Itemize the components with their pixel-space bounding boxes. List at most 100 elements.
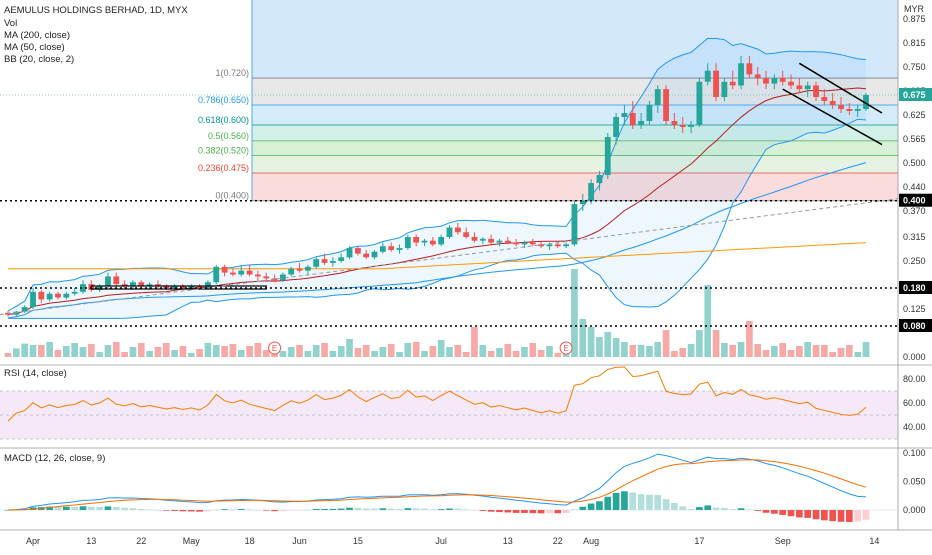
macd-histogram-bar	[362, 508, 370, 510]
price-tick: 0.370	[903, 206, 926, 216]
ma200-line	[8, 242, 867, 270]
time-tick: 17	[694, 536, 704, 546]
volume-bar	[629, 345, 637, 357]
macd-histogram-bar	[537, 510, 545, 514]
candle-body	[304, 266, 311, 271]
macd-histogram-bar	[287, 510, 295, 511]
time-tick: 14	[869, 536, 879, 546]
macd-histogram-bar	[621, 491, 628, 510]
macd-histogram-bar	[146, 509, 153, 510]
volume-bar	[12, 348, 20, 357]
macd-histogram-bar	[329, 508, 337, 510]
macd-histogram-bar	[137, 508, 145, 510]
candle-body	[421, 240, 428, 243]
candle-body	[629, 113, 636, 125]
volume-bar	[437, 340, 445, 357]
candle-body	[263, 276, 270, 279]
volume-bar	[387, 344, 395, 357]
candle-body	[213, 266, 220, 283]
candle-body	[829, 101, 836, 105]
macd-histogram-bar	[562, 510, 570, 513]
volume-bar	[221, 346, 228, 357]
volume-bar	[179, 346, 187, 357]
volume-bar	[696, 330, 703, 357]
candle-body	[71, 291, 78, 294]
macd-histogram-bar	[237, 509, 245, 510]
volume-bar	[154, 347, 162, 357]
volume-bar	[421, 351, 428, 357]
macd-histogram-bar	[337, 508, 345, 510]
macd-pane	[0, 453, 898, 522]
candle-body	[438, 237, 445, 245]
time-tick: Apr	[26, 536, 40, 546]
macd-histogram-bar	[129, 508, 137, 510]
volume-bar	[554, 353, 562, 357]
candle-body	[429, 240, 436, 245]
candle-body	[654, 89, 661, 105]
candle-body	[55, 293, 61, 298]
macd-histogram-bar	[412, 508, 420, 510]
volume-bar	[504, 344, 512, 357]
candle-body	[38, 291, 45, 300]
volume-bar	[54, 350, 62, 357]
candle-body	[604, 137, 611, 175]
macd-histogram-bar	[321, 508, 328, 510]
bb-upper	[7, 37, 867, 312]
candle-body	[596, 175, 603, 183]
volume-bar	[412, 342, 420, 357]
volume-bar	[796, 346, 803, 357]
candle-body	[296, 268, 303, 271]
volume-bar	[287, 347, 295, 357]
chart-legend: AEMULUS HOLDINGS BERHAD, 1D, MYX Vol MA …	[4, 4, 925, 464]
macd-histogram-bar	[796, 510, 803, 518]
time-tick: 13	[86, 536, 96, 546]
volume-bar	[371, 351, 378, 357]
fib-zone	[252, 140, 898, 156]
volume-bar	[671, 351, 678, 357]
macd-histogram-bar	[737, 508, 745, 510]
volume-bar	[262, 350, 270, 357]
candle-body	[396, 248, 403, 250]
volume-bar	[4, 353, 12, 357]
candle-body	[254, 274, 261, 277]
price-tick: 0.565	[903, 134, 926, 144]
volume-bar	[621, 342, 628, 357]
time-tick: 15	[353, 536, 363, 546]
volume-bar	[479, 345, 487, 357]
macd-histogram-bar	[779, 510, 787, 515]
legend-ma50: MA (50, close)	[4, 42, 65, 53]
macd-histogram-bar	[596, 501, 603, 510]
candle-body	[388, 246, 395, 250]
volume-bar	[79, 347, 87, 357]
volume-bar	[804, 342, 812, 357]
price-tick: 0.625	[903, 110, 926, 120]
volume-bar	[446, 347, 453, 357]
time-tick: 18	[245, 536, 255, 546]
bb-lower	[8, 118, 867, 319]
candle-body	[788, 81, 794, 86]
volume-bar	[112, 342, 120, 357]
fib-label: 1(0.720)	[215, 68, 249, 78]
candle-body	[704, 70, 711, 82]
macd-histogram-bar	[754, 510, 762, 511]
macd-histogram-bar	[729, 509, 737, 510]
candle-body	[563, 244, 570, 247]
price-tick: 0.250	[903, 256, 926, 266]
candle-body	[46, 293, 53, 300]
macd-histogram-bar	[587, 503, 595, 510]
rsi-line	[7, 366, 867, 422]
volume-bar	[587, 327, 595, 357]
volume-bar	[496, 348, 503, 357]
candle-body	[146, 284, 153, 287]
volume-bar	[37, 345, 45, 357]
candle-body	[838, 105, 844, 109]
earnings-label: E	[272, 344, 277, 353]
macd-histogram-bar	[229, 509, 237, 510]
macd-tick: 0.000	[903, 505, 926, 515]
fib-label: 0.786(0.650)	[198, 95, 249, 105]
price-tag-label: 0.675	[903, 90, 926, 100]
macd-histogram-bar	[662, 499, 670, 510]
volume-bar	[646, 346, 653, 357]
volume-bar	[637, 345, 645, 357]
